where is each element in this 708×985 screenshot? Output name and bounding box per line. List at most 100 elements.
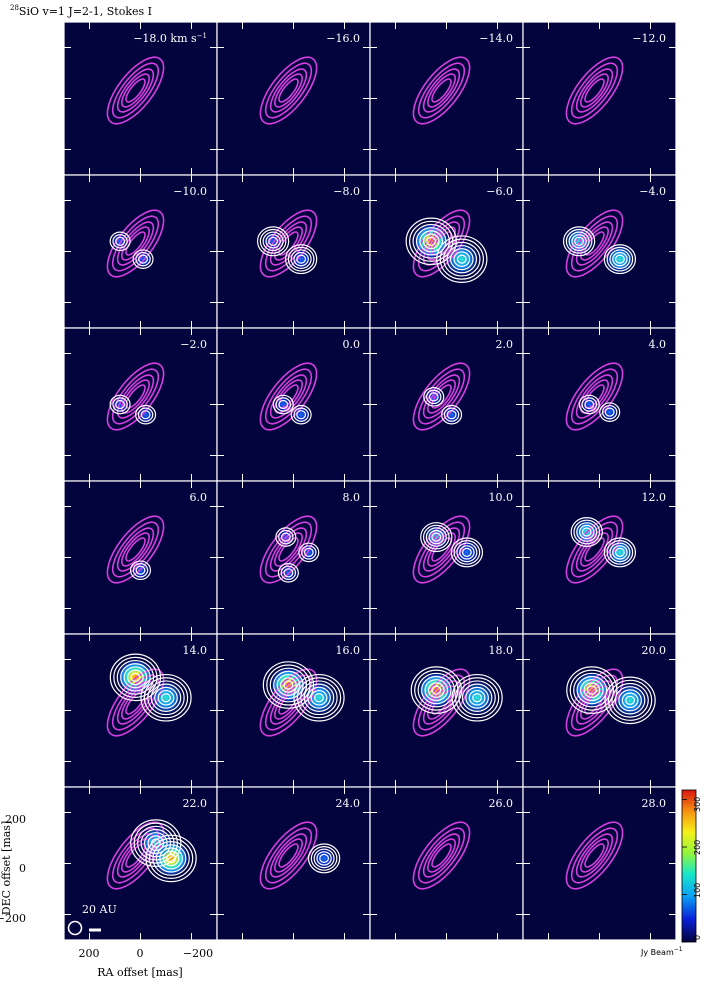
white-contour bbox=[614, 686, 646, 715]
white-contour bbox=[290, 249, 312, 269]
white-contour bbox=[427, 682, 445, 698]
magenta-contour bbox=[570, 215, 619, 272]
magenta-contour bbox=[106, 209, 165, 278]
magenta-contour bbox=[580, 532, 609, 567]
magenta-contour bbox=[575, 221, 614, 266]
white-contour bbox=[461, 547, 472, 558]
velocity-label: −2.0 bbox=[180, 338, 207, 351]
magenta-contour bbox=[278, 843, 299, 868]
white-contour bbox=[606, 540, 634, 565]
magenta-contour bbox=[422, 833, 461, 878]
white-contour bbox=[581, 397, 598, 412]
white-contour bbox=[115, 399, 126, 410]
magenta-contour bbox=[274, 379, 303, 414]
velocity-label: −18.0 km s−1 bbox=[133, 32, 207, 45]
white-contour bbox=[576, 675, 608, 705]
white-contour bbox=[296, 254, 307, 264]
white-contour bbox=[154, 686, 178, 709]
magenta-contour bbox=[111, 368, 160, 425]
white-contour bbox=[405, 217, 457, 266]
white-contour bbox=[277, 562, 299, 583]
magenta-contour bbox=[259, 209, 318, 278]
white-contour bbox=[423, 387, 445, 407]
velocity-label: −14.0 bbox=[479, 32, 513, 45]
white-contour bbox=[112, 234, 128, 249]
magenta-contour bbox=[417, 62, 466, 119]
white-contour bbox=[618, 689, 642, 712]
panel-background bbox=[216, 786, 371, 941]
chart-title: 28SiO v=1 J=2-1, Stokes I bbox=[10, 4, 152, 18]
magenta-contour bbox=[121, 379, 150, 414]
white-contour bbox=[436, 235, 488, 283]
panel-background bbox=[216, 174, 371, 329]
white-contour bbox=[456, 254, 467, 264]
y-tick-label: 0 bbox=[19, 862, 26, 875]
white-contour bbox=[307, 686, 331, 709]
colorbar-tick-label: 100 bbox=[693, 883, 702, 898]
white-contour bbox=[603, 537, 637, 568]
magenta-contour bbox=[580, 379, 609, 414]
colorbar-label: Jy Beam−1 bbox=[640, 946, 683, 957]
velocity-label: 0.0 bbox=[343, 338, 361, 351]
white-contour bbox=[603, 244, 637, 275]
magenta-contour bbox=[584, 843, 605, 868]
magenta-contour bbox=[417, 215, 466, 272]
velocity-unit: km s bbox=[167, 32, 197, 45]
white-contour bbox=[439, 238, 484, 280]
white-contour bbox=[296, 410, 307, 420]
white-contour bbox=[278, 399, 289, 410]
magenta-contour bbox=[427, 532, 456, 567]
white-contour bbox=[140, 828, 172, 858]
white-contour bbox=[614, 254, 625, 264]
white-contour bbox=[420, 522, 453, 553]
white-contour bbox=[424, 679, 449, 702]
white-contour bbox=[441, 404, 463, 425]
white-contour bbox=[133, 822, 178, 864]
velocity-label: −16.0 bbox=[326, 32, 360, 45]
beam-ellipse bbox=[67, 920, 83, 936]
white-contour bbox=[453, 251, 471, 267]
channel-panel: 22.0 20 AU bbox=[63, 786, 218, 941]
white-contour bbox=[262, 231, 284, 252]
white-contour bbox=[303, 683, 335, 712]
channel-panel: 18.0 bbox=[369, 633, 524, 788]
emission-peak bbox=[604, 243, 636, 275]
white-contour bbox=[449, 248, 474, 271]
colorbar-unit: Jy Beam bbox=[640, 948, 674, 957]
channel-panel: −14.0 bbox=[369, 21, 524, 176]
white-contour bbox=[574, 236, 585, 246]
channel-panel: 16.0 bbox=[216, 633, 371, 788]
white-contour bbox=[283, 680, 294, 690]
white-contour bbox=[293, 251, 309, 267]
channel-panel: 8.0 bbox=[216, 480, 371, 635]
white-contour bbox=[115, 236, 126, 246]
scale-bar-label: 20 AU bbox=[82, 903, 117, 916]
magenta-contour bbox=[116, 374, 155, 419]
velocity-label: 24.0 bbox=[336, 797, 361, 810]
magenta-contour bbox=[116, 68, 155, 113]
white-contour bbox=[137, 825, 175, 861]
channel-panel: 24.0 bbox=[216, 786, 371, 941]
magenta-contour bbox=[274, 838, 303, 873]
white-contour bbox=[135, 251, 151, 267]
y-tick-label: −200 bbox=[0, 912, 26, 925]
white-contour bbox=[296, 677, 342, 719]
velocity-label: 16.0 bbox=[336, 644, 361, 657]
white-contour bbox=[584, 399, 595, 410]
velocity-label: 28.0 bbox=[642, 797, 667, 810]
white-contour bbox=[573, 672, 611, 708]
velocity-label: −8.0 bbox=[333, 185, 360, 198]
white-contour bbox=[612, 545, 628, 560]
channel-panel: −2.0 bbox=[63, 327, 218, 482]
magenta-contour bbox=[427, 379, 456, 414]
white-contour bbox=[459, 545, 475, 560]
white-contour bbox=[581, 527, 592, 537]
magenta-contour bbox=[584, 78, 605, 103]
white-contour bbox=[259, 228, 287, 254]
white-contour bbox=[565, 228, 593, 254]
white-contour bbox=[266, 664, 311, 706]
magenta-contour bbox=[575, 374, 614, 419]
channel-panel: 10.0 bbox=[369, 480, 524, 635]
white-contour bbox=[419, 230, 444, 253]
magenta-contour bbox=[259, 56, 318, 125]
